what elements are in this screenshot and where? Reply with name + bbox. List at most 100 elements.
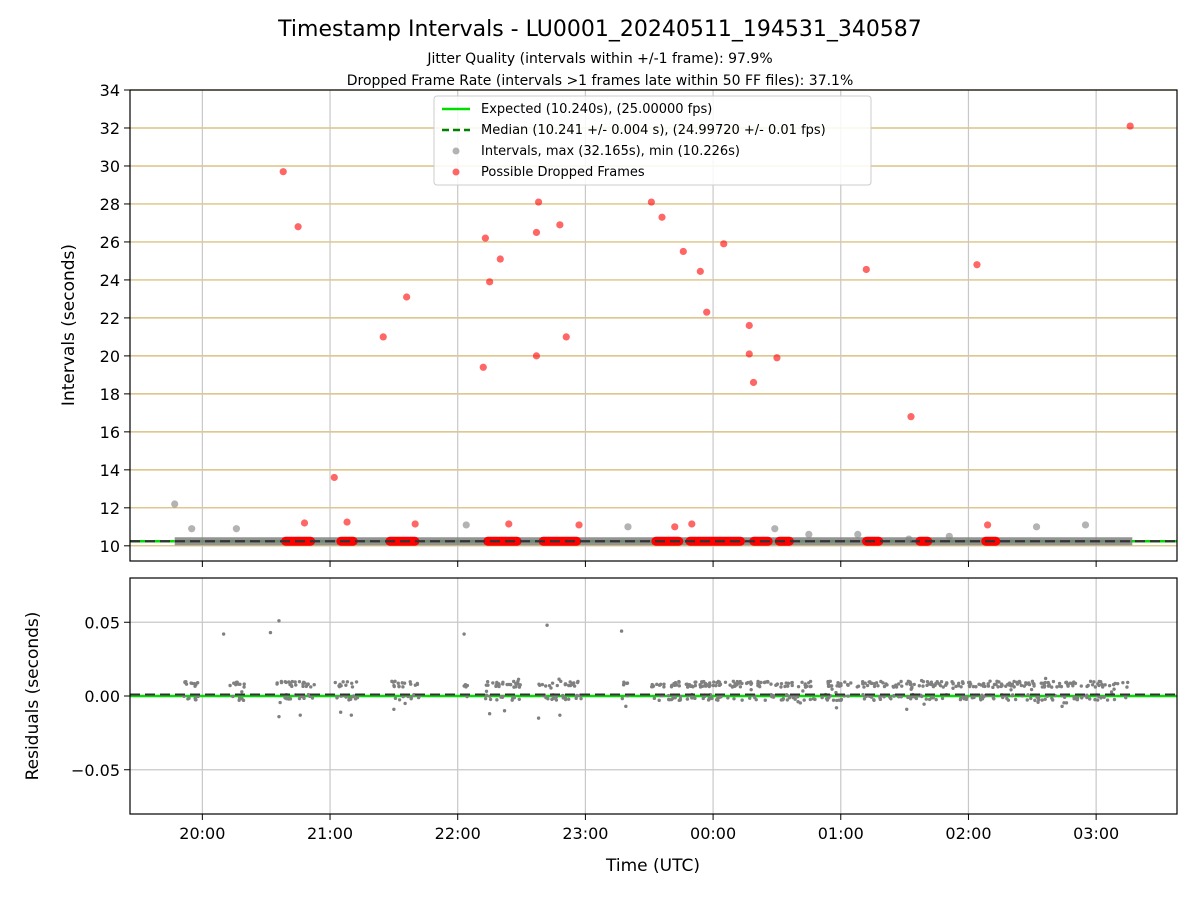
residual-point [919,678,924,683]
intervals-ytick-label: 14 [100,461,120,480]
residual-point [497,682,501,686]
residual-point [1050,698,1055,702]
residual-point [862,697,867,701]
residual-point [392,684,396,689]
residual-point [906,679,911,684]
residual-point [677,684,682,688]
residual-point [551,696,556,701]
legend-box [433,95,872,186]
dropped-frame-point [679,247,687,256]
residual-point [678,697,683,701]
residual-point [708,681,712,685]
residual-point [730,685,735,689]
residuals-ytick-label: 0.00 [84,687,120,706]
residual-point [896,682,901,686]
residual-point [846,683,850,687]
residual-point [779,685,783,689]
residual-point [1033,698,1037,703]
residual-point [872,684,877,689]
residual-point [950,680,954,684]
x-tick-label: 21:00 [307,824,353,843]
residual-point [1010,693,1014,698]
residual-point [278,700,282,705]
residual-point [959,685,963,689]
residual-point [829,684,834,688]
intervals-marks [130,122,1177,546]
residual-point [309,685,313,689]
intervals-ytick-label: 24 [100,271,120,290]
dropped-frame-point [984,521,992,529]
dropped-frame-point [575,521,583,529]
residual-point [861,693,865,697]
residual-point [723,680,728,684]
residual-point [790,680,794,685]
residual-point [671,696,675,700]
residual-point [408,680,412,684]
x-axis-label: Time (UTC) [605,856,700,876]
residual-point [1095,698,1100,702]
residual-point [878,696,882,700]
residual-point [712,680,716,684]
legend-expected-label: Expected (10.240s), (25.00000 fps) [481,102,712,117]
residual-point [512,696,517,700]
residual-outlier-point [487,712,492,716]
residual-point [1036,696,1041,700]
residual-point [830,687,834,691]
residual-point [1040,698,1044,702]
residual-point [693,696,697,701]
residual-outlier-point [462,632,466,636]
residual-point [1059,684,1064,689]
residual-point [344,683,348,687]
residual-point [566,697,571,701]
interval-point [1032,523,1041,531]
residual-point [897,695,901,699]
residual-point [978,696,983,700]
residual-point [561,696,565,700]
residual-point [1121,680,1125,685]
dropped-frame-point [330,473,338,482]
legend-intervals-swatch [452,147,460,155]
residual-point [876,684,880,688]
residual-point [988,679,992,683]
residual-point [574,694,579,698]
residual-point [666,697,671,702]
residual-point [785,693,790,698]
residual-point [549,686,553,690]
residual-point [657,683,662,687]
residual-point [934,681,938,686]
residual-point [1085,684,1089,689]
interval-point [171,500,179,508]
residuals-ytick-label: 0.05 [84,613,120,632]
residual-point [929,696,934,700]
residual-point [505,682,509,687]
interval-point [771,525,779,533]
residual-point [622,680,626,684]
residual-point [293,680,297,684]
residual-point [512,685,516,689]
residual-point [684,682,688,686]
residual-point [1055,685,1059,689]
residual-point [839,697,844,702]
residual-point [242,682,246,686]
residual-point [872,698,876,702]
x-tick-label: 22:00 [435,824,481,843]
residual-point [899,695,903,699]
residual-point [350,681,354,685]
residual-point [297,679,302,684]
residual-point [662,682,666,686]
residual-outlier-point [338,710,343,714]
dropped-frame-point [671,523,679,531]
residual-point [1049,685,1054,689]
residual-point [240,690,244,694]
residual-point [1085,695,1089,700]
residual-point [839,682,843,686]
residual-outlier-point [536,716,541,720]
residual-point [540,682,545,687]
residual-point [801,689,805,693]
intervals-ylabel: Intervals (seconds) [59,244,79,406]
intervals-plot-frame [129,89,1178,562]
residual-point [735,679,739,684]
residual-point [195,681,200,685]
dropped-frame-point [773,354,781,362]
